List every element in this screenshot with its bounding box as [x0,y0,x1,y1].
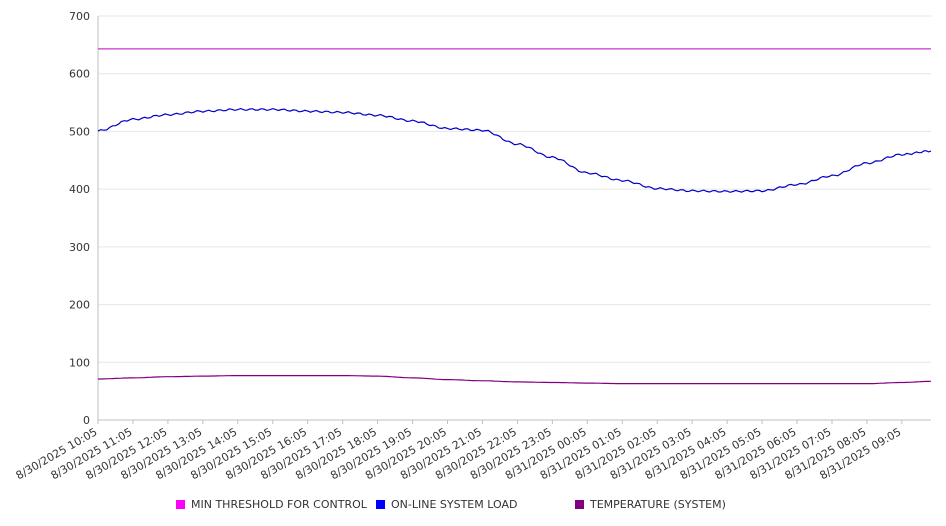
axes [97,16,931,421]
y-tick-label: 200 [69,299,90,312]
legend-item-temperature[interactable]: TEMPERATURE (SYSTEM) [575,498,726,511]
y-tick-label: 400 [69,183,90,196]
y-tick-label: 100 [69,356,90,369]
legend-item-min-threshold[interactable]: MIN THRESHOLD FOR CONTROL [176,498,367,511]
legend-swatch-system-load [376,500,385,509]
y-axis-ticks: 0 100 200 300 400 500 600 700 [69,10,90,427]
line-system-load [97,107,932,193]
x-axis-ticks: 8/30/2025 10:058/30/2025 11:058/30/2025 … [14,420,903,482]
legend-label-system-load: ON-LINE SYSTEM LOAD [391,498,518,511]
line-temperature [98,375,932,385]
grid [98,15,931,363]
legend-label-min-threshold: MIN THRESHOLD FOR CONTROL [191,498,367,511]
y-tick-label: 0 [83,414,90,427]
y-tick-label: 300 [69,241,90,254]
y-tick-label: 700 [69,10,90,23]
legend-swatch-min-threshold [176,500,185,509]
series-lines [97,48,932,385]
legend-swatch-temperature [575,500,584,509]
chart: 0 100 200 300 400 500 600 700 8/30/2025 10:058/… [14,10,932,482]
y-tick-label: 500 [69,125,90,138]
legend-label-temperature: TEMPERATURE (SYSTEM) [590,498,726,511]
legend: MIN THRESHOLD FOR CONTROL ON-LINE SYSTEM… [0,496,946,516]
y-tick-label: 600 [69,68,90,81]
legend-item-system-load[interactable]: ON-LINE SYSTEM LOAD [376,498,517,511]
